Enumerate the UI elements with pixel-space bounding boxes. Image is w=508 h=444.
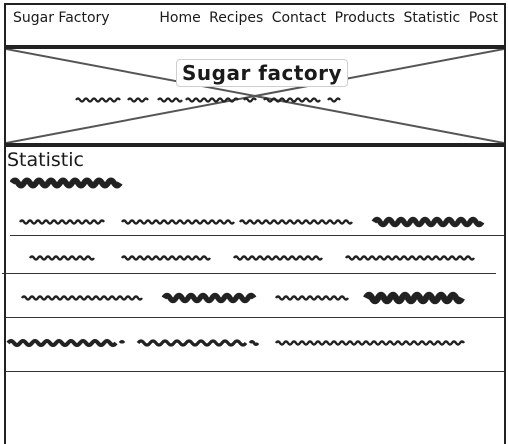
table-row	[21, 291, 465, 305]
nav-links: Home Recipes Contact Products Statistic …	[155, 10, 498, 26]
nav-link-statistic[interactable]: Statistic	[403, 10, 461, 26]
nav-link-contact[interactable]: Contact	[271, 10, 327, 26]
table-row	[19, 216, 485, 228]
hero-banner: Sugar factory	[4, 47, 506, 145]
table-row	[6, 339, 465, 347]
nav-link-home[interactable]: Home	[159, 10, 201, 26]
brand-logo-text[interactable]: Sugar Factory	[13, 10, 110, 26]
row-divider	[6, 371, 504, 372]
image-placeholder-icon	[6, 49, 504, 143]
nav-link-post[interactable]: Post	[468, 10, 498, 26]
statistic-heading: Statistic	[7, 149, 84, 171]
row-divider	[10, 235, 504, 236]
nav-link-recipes[interactable]: Recipes	[209, 10, 264, 26]
nav-link-products[interactable]: Products	[334, 10, 396, 26]
table-row	[29, 255, 475, 261]
statistic-section: Statistic	[2, 145, 506, 444]
row-divider	[2, 273, 496, 274]
hero-subtitle-scribble	[75, 97, 341, 103]
hero-title: Sugar factory	[176, 59, 349, 87]
top-nav: Sugar Factory Home Recipes Contact Produ…	[4, 3, 506, 47]
statistic-subtitle-scribble	[10, 177, 123, 189]
row-divider	[6, 317, 504, 318]
